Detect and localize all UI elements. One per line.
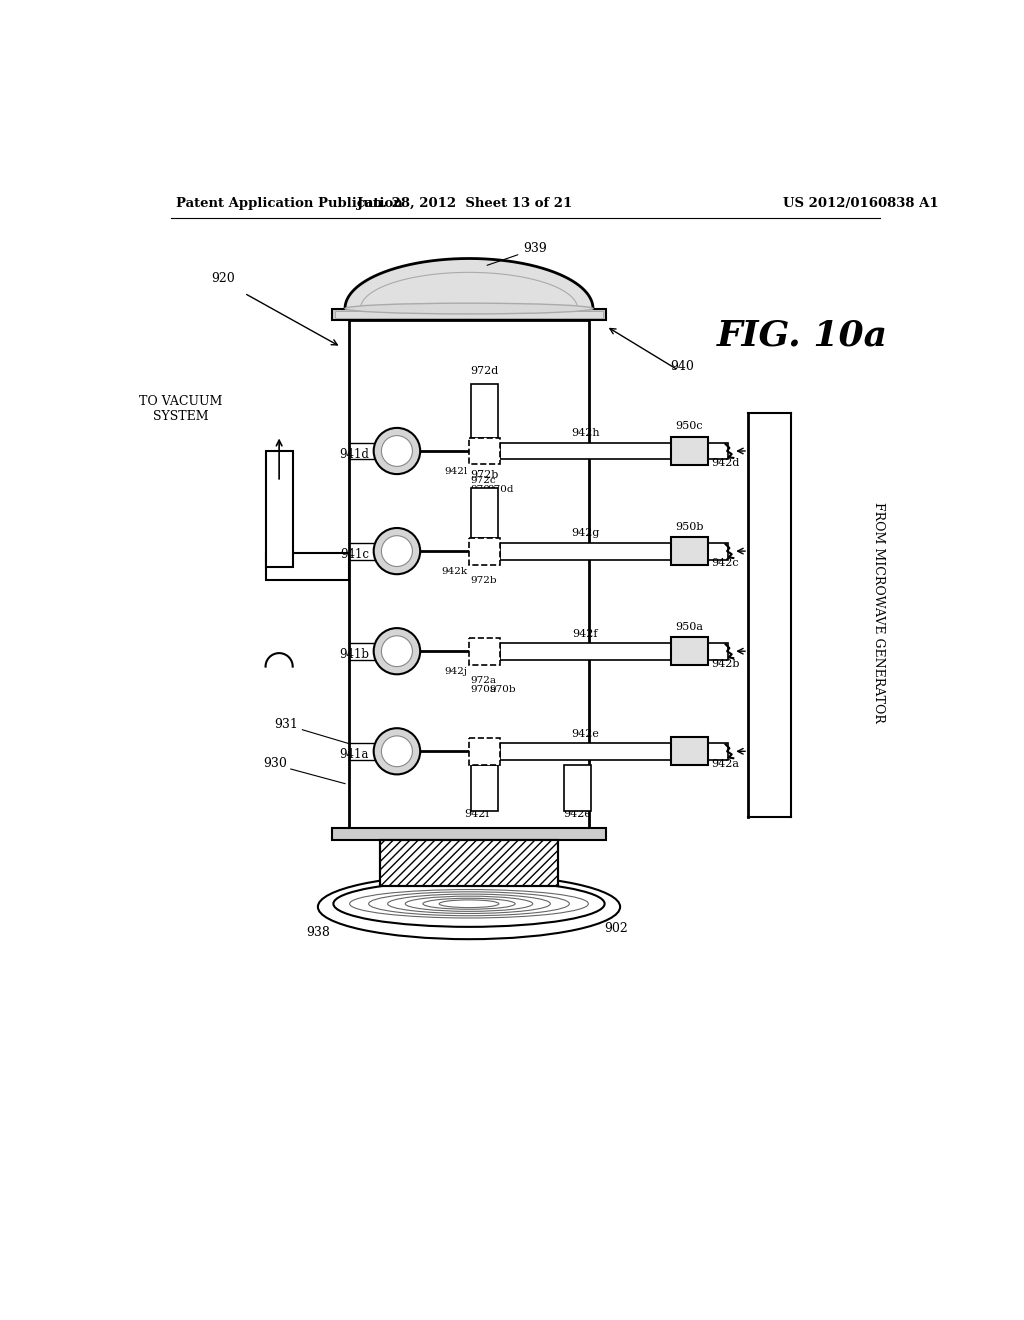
Text: 942b: 942b <box>712 659 740 669</box>
Text: 942c: 942c <box>712 558 739 569</box>
Text: 942j: 942j <box>444 667 467 676</box>
Text: 942h: 942h <box>571 429 600 438</box>
Text: 938: 938 <box>306 927 330 939</box>
Bar <box>349 321 589 829</box>
Text: 970c: 970c <box>471 486 497 494</box>
Ellipse shape <box>345 304 593 314</box>
Bar <box>265 553 349 579</box>
Bar <box>471 764 499 810</box>
Text: FIG. 10a: FIG. 10a <box>717 318 888 352</box>
Bar <box>671 738 708 766</box>
Text: Patent Application Publication: Patent Application Publication <box>176 197 402 210</box>
Text: 942k: 942k <box>441 566 467 576</box>
Text: 941b: 941b <box>339 648 369 661</box>
Bar <box>265 451 293 566</box>
Bar <box>671 638 708 665</box>
Circle shape <box>381 536 413 566</box>
Circle shape <box>381 636 413 667</box>
Text: 941d: 941d <box>339 447 369 461</box>
Text: 942a: 942a <box>712 759 739 768</box>
Bar <box>469 638 500 665</box>
Text: 950c: 950c <box>675 421 702 432</box>
Text: 972b: 972b <box>471 576 498 585</box>
Bar <box>500 643 671 660</box>
Bar <box>500 543 671 560</box>
Text: 942e: 942e <box>563 809 592 820</box>
Text: 972c: 972c <box>471 477 497 484</box>
Text: 972d: 972d <box>470 366 499 376</box>
Text: TO VACUUM
SYSTEM: TO VACUUM SYSTEM <box>139 395 222 422</box>
Text: 931: 931 <box>274 718 299 731</box>
Bar <box>708 743 728 760</box>
Bar <box>380 840 558 886</box>
Bar <box>708 643 728 660</box>
Text: 942f: 942f <box>572 628 598 639</box>
Ellipse shape <box>334 880 604 927</box>
Bar <box>708 543 728 560</box>
Text: 941a: 941a <box>340 748 369 760</box>
Text: 902: 902 <box>604 923 629 936</box>
Bar <box>332 829 606 840</box>
Text: 940: 940 <box>671 360 694 374</box>
Text: 942i: 942i <box>464 809 489 820</box>
Text: 970b: 970b <box>489 685 516 694</box>
Circle shape <box>374 528 420 574</box>
Circle shape <box>381 737 413 767</box>
Bar <box>708 442 728 459</box>
Bar <box>471 487 499 537</box>
Bar <box>671 537 708 565</box>
Circle shape <box>374 729 420 775</box>
Text: US 2012/0160838 A1: US 2012/0160838 A1 <box>783 197 939 210</box>
Text: 942g: 942g <box>571 528 599 539</box>
Bar <box>500 442 671 459</box>
Circle shape <box>381 436 413 466</box>
Text: 972a: 972a <box>471 676 497 685</box>
Circle shape <box>374 628 420 675</box>
Bar <box>671 437 708 465</box>
Circle shape <box>374 428 420 474</box>
Bar <box>469 738 500 764</box>
Text: 972b: 972b <box>470 470 499 480</box>
Text: FROM MICROWAVE GENERATOR: FROM MICROWAVE GENERATOR <box>871 503 885 723</box>
Text: 942d: 942d <box>712 458 740 469</box>
Bar <box>563 764 592 810</box>
Text: 942e: 942e <box>571 729 599 739</box>
Text: 920: 920 <box>211 272 234 285</box>
Polygon shape <box>265 653 293 667</box>
Polygon shape <box>345 259 593 309</box>
Bar <box>335 312 603 318</box>
Text: 941c: 941c <box>340 548 369 561</box>
Text: 950a: 950a <box>675 622 703 632</box>
Bar <box>469 437 500 465</box>
Bar <box>380 840 558 886</box>
Text: 930: 930 <box>263 756 287 770</box>
Text: 939: 939 <box>487 243 547 265</box>
Bar <box>471 384 499 437</box>
Bar <box>332 309 606 321</box>
Text: 970a: 970a <box>471 685 497 694</box>
Text: 970d: 970d <box>487 486 514 494</box>
Text: Jun. 28, 2012  Sheet 13 of 21: Jun. 28, 2012 Sheet 13 of 21 <box>357 197 572 210</box>
Text: 942l: 942l <box>444 467 467 475</box>
Bar <box>469 537 500 565</box>
Bar <box>500 743 671 760</box>
Text: 950b: 950b <box>675 521 703 532</box>
